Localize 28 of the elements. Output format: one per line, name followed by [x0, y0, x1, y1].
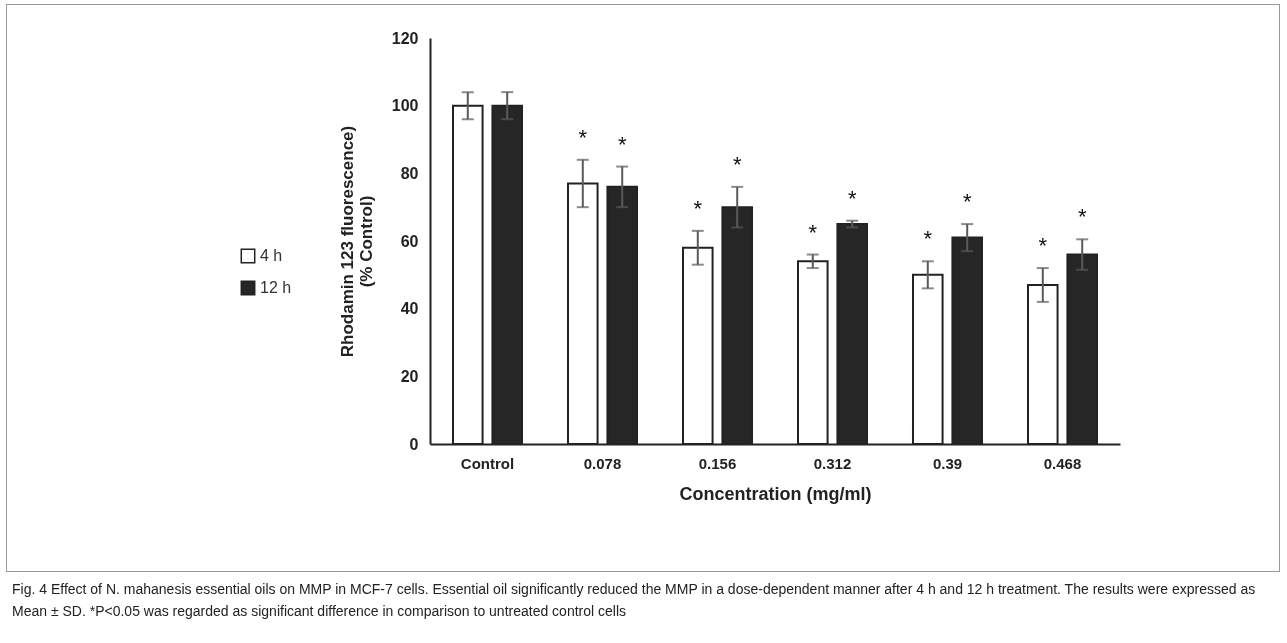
x-tick-label: 0.312: [813, 454, 852, 472]
annotation: *: [578, 124, 588, 150]
annotation: *: [693, 195, 703, 221]
annotation: *: [808, 219, 818, 245]
caption: Fig. 4 Effect of N. mahanesis essential oils on MMP in MCF-7 cells. Essential oil significantly reduced the MMP in a dose-dependent manner after 4 h and 12 h treatment. The results were expressed as Mean ± SD. *P<0.05 was regarded as significant difference in comparison to untreated control cells: [12, 580, 1257, 621]
y-tick-label: 20: [400, 367, 419, 385]
y-axis-title: Rhodamin 123 fluorescence) (% Control): [337, 125, 376, 358]
annotation: *: [1077, 204, 1087, 230]
x-axis-title: Concentration (mg/ml): [679, 483, 872, 504]
x-tick-label: Control: [460, 454, 515, 472]
y-tick-label: 40: [400, 300, 419, 318]
x-tick-label: 0.156: [698, 454, 737, 472]
x-tick-label: 0.39: [932, 454, 963, 472]
legend-label: 4 h: [260, 247, 283, 264]
annotation: *: [732, 151, 742, 177]
legend-label: 12 h: [260, 279, 292, 296]
annotation: *: [847, 185, 857, 211]
annotation: *: [617, 131, 627, 157]
x-tick-label: 0.468: [1043, 454, 1082, 472]
annotation: *: [1038, 233, 1048, 259]
x-tick-label: 0.078: [583, 454, 622, 472]
y-tick-label: 120: [391, 29, 419, 47]
annotation: *: [962, 189, 972, 215]
y-tick-label: 100: [391, 97, 419, 115]
y-tick-label: 80: [400, 164, 419, 182]
annotation: *: [923, 226, 933, 252]
y-tick-label: 60: [400, 232, 419, 250]
y-tick-label: 0: [409, 435, 419, 453]
